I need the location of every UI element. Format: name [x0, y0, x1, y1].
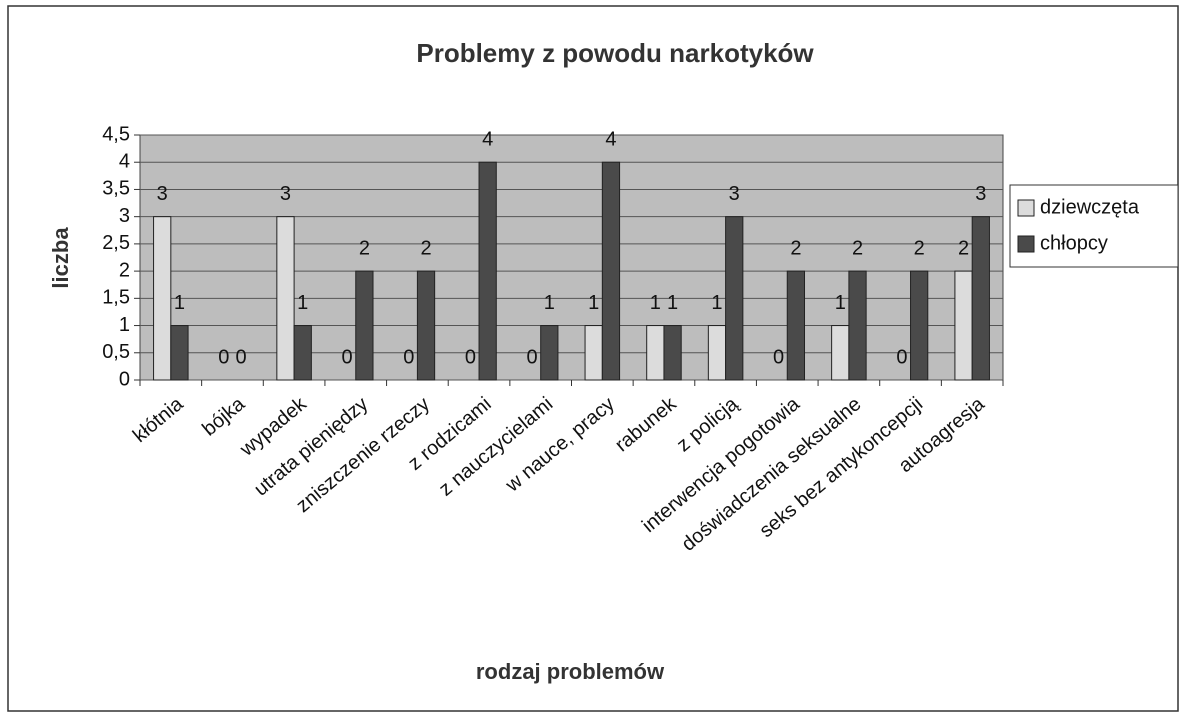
- x-axis-title: rodzaj problemów: [476, 659, 665, 684]
- bar: [153, 216, 172, 381]
- legend-swatch: [1017, 199, 1035, 217]
- y-tick-label: 3: [119, 205, 130, 227]
- bar: [725, 216, 744, 381]
- data-label: 3: [280, 183, 291, 205]
- chart-title: Problemy z powodu narkotyków: [416, 38, 814, 68]
- data-label: 3: [729, 183, 740, 205]
- plot-area: [139, 134, 1004, 381]
- bar: [355, 270, 374, 381]
- legend-box: [1009, 184, 1179, 268]
- data-label: 1: [711, 292, 722, 314]
- bar: [170, 325, 189, 381]
- legend-swatch: [1017, 235, 1035, 253]
- data-label: 1: [667, 292, 678, 314]
- data-label: 0: [896, 346, 907, 368]
- bar: [910, 270, 929, 381]
- data-label: 2: [852, 237, 863, 259]
- data-label: 0: [218, 346, 229, 368]
- data-label: 0: [236, 346, 247, 368]
- data-label: 2: [359, 237, 370, 259]
- data-label: 1: [835, 292, 846, 314]
- bar: [831, 325, 850, 381]
- data-label: 2: [790, 237, 801, 259]
- bar: [707, 325, 727, 381]
- y-tick-label: 3,5: [102, 178, 130, 200]
- bar: [416, 270, 436, 381]
- bar: [786, 270, 806, 381]
- y-tick-label: 4: [119, 151, 130, 173]
- bar: [601, 161, 621, 381]
- data-label: 1: [588, 292, 599, 314]
- data-label: 0: [403, 346, 414, 368]
- y-tick-label: 0: [119, 368, 130, 390]
- data-label: 1: [650, 292, 661, 314]
- y-tick-label: 0,5: [102, 341, 130, 363]
- data-label: 3: [975, 183, 986, 205]
- bar: [540, 325, 559, 381]
- y-tick-label: 1: [119, 314, 130, 336]
- data-label: 0: [526, 346, 537, 368]
- data-label: 1: [544, 292, 555, 314]
- data-label: 2: [914, 237, 925, 259]
- data-label: 0: [465, 346, 476, 368]
- data-label: 2: [420, 237, 431, 259]
- data-label: 2: [958, 237, 969, 259]
- bar: [293, 325, 312, 381]
- bar: [276, 216, 295, 381]
- bar: [848, 270, 867, 381]
- data-label: 4: [605, 129, 616, 151]
- bar: [584, 325, 603, 381]
- data-label: 0: [342, 346, 353, 368]
- data-label: 0: [773, 346, 784, 368]
- y-tick-label: 2: [119, 259, 130, 281]
- y-tick-label: 4,5: [102, 123, 130, 145]
- data-label: 3: [157, 183, 168, 205]
- y-tick-label: 1,5: [102, 287, 130, 309]
- legend-label: dziewczęta: [1040, 196, 1140, 218]
- bar: [646, 325, 665, 381]
- bar: [971, 216, 990, 381]
- bar: [478, 161, 497, 381]
- data-label: 1: [297, 292, 308, 314]
- bar: [954, 270, 973, 381]
- legend-label: chłopcy: [1040, 232, 1108, 254]
- y-tick-label: 2,5: [102, 232, 130, 254]
- data-label: 1: [174, 292, 185, 314]
- data-label: 4: [482, 129, 493, 151]
- y-axis-title: liczba: [48, 227, 73, 289]
- bar: [663, 325, 682, 381]
